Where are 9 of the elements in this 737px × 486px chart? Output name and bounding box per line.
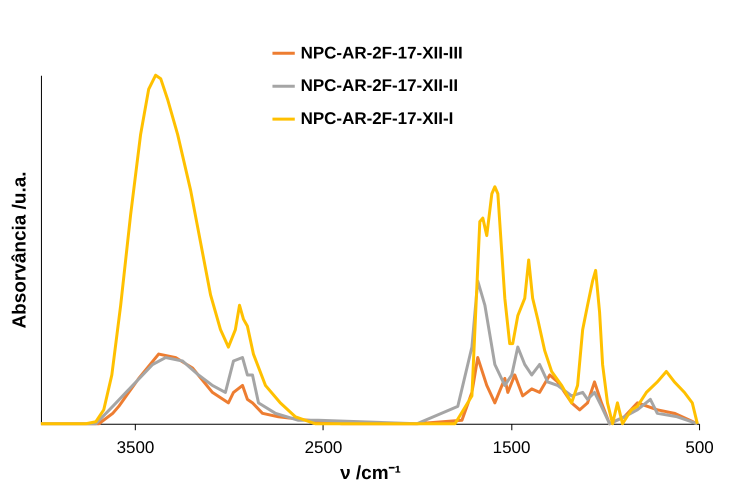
x-axis-title: ν /cm⁻¹: [340, 463, 401, 484]
x-tick-label: 3500: [116, 438, 154, 458]
y-axis-title: Absorvância /u.a.: [9, 171, 30, 329]
legend-label: NPC-AR-2F-17-XII-I: [300, 109, 454, 128]
x-tick-label: 2500: [304, 438, 342, 458]
legend-label: NPC-AR-2F-17-XII-III: [300, 43, 463, 62]
x-tick-label: 1500: [492, 438, 530, 458]
legend-label: NPC-AR-2F-17-XII-II: [300, 76, 458, 96]
x-tick-label: 500: [685, 438, 714, 458]
